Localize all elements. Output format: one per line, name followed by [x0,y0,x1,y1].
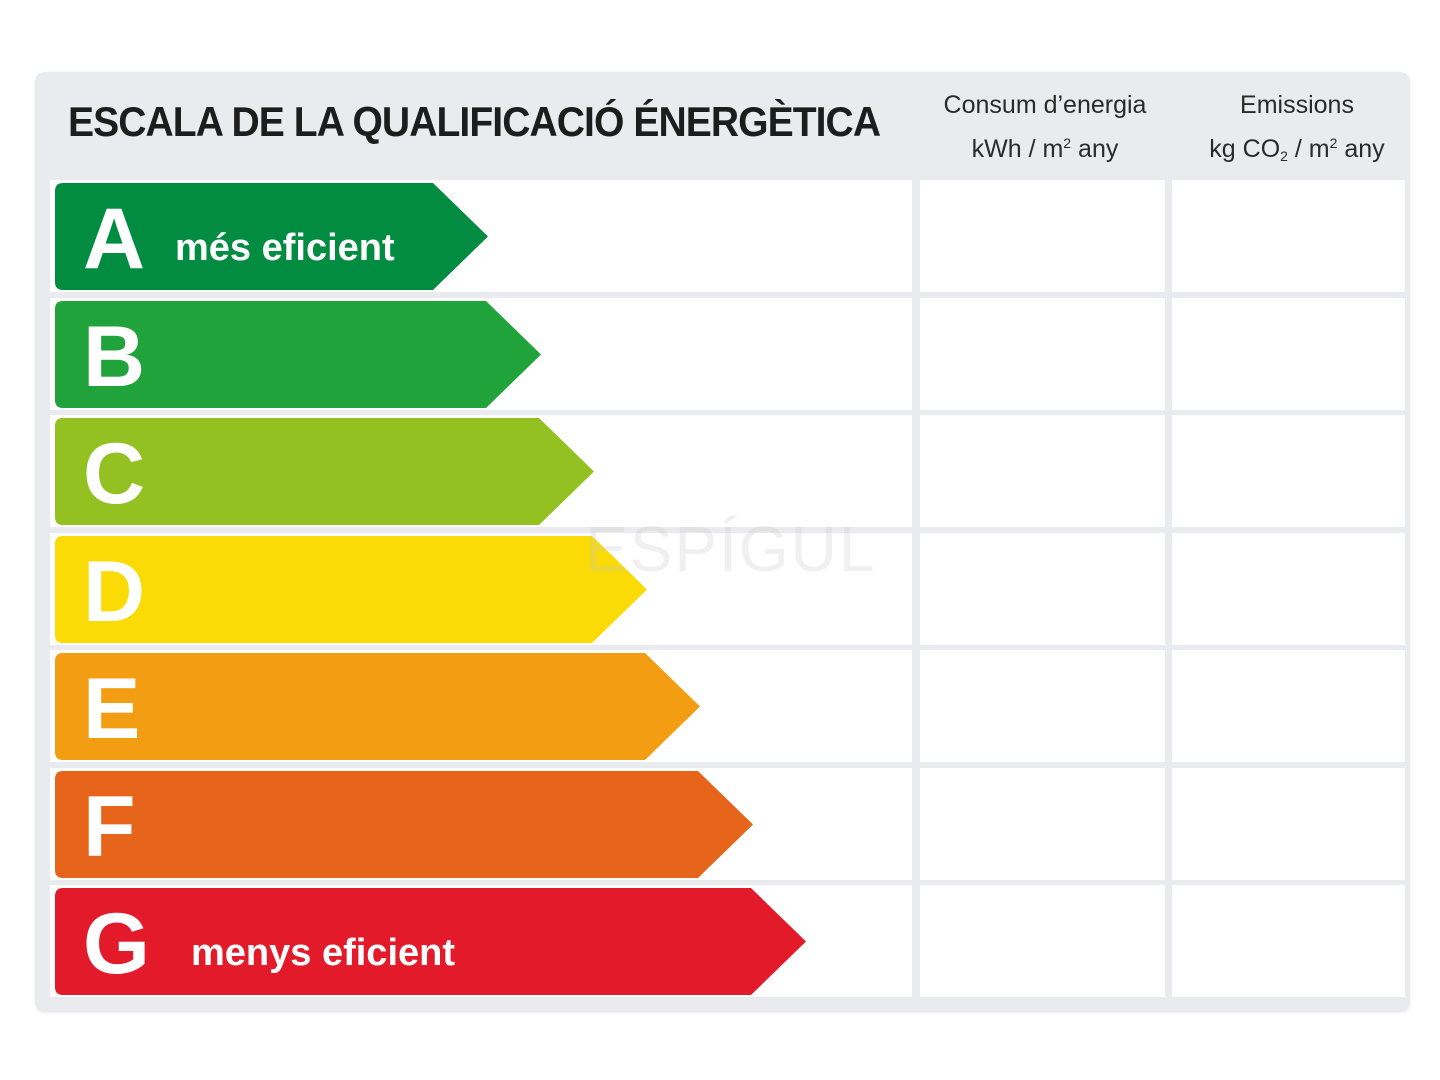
rating-letter: A [83,191,146,287]
energy-consumption-header: Consum d’energia kWh / m2 any [920,86,1170,168]
emissions-value-cell [1172,180,1405,292]
watermark: ESPÍGUL [585,513,877,585]
energy-value-cell [920,297,1165,410]
rating-arrow-shape [55,183,488,290]
emissions-header-line2: kg CO2 / m2 any [1209,135,1385,164]
rating-label: menys eficient [191,932,455,974]
energy-value-cell [920,767,1165,880]
energy-value-cell [920,885,1165,997]
emissions-header: Emissions kg CO2 / m2 any [1172,86,1422,175]
page-title: ESCALA DE LA QUALIFICACIÓ ÉNERGÈTICA [68,98,881,145]
rating-bar-b: B [55,300,541,408]
rating-bar-e: E [55,653,700,760]
emissions-value-cell [1172,650,1405,762]
energy-header-line2: kWh / m2 any [971,135,1119,163]
rating-letter: F [83,778,136,875]
rating-bar-c: C [55,418,594,525]
rating-bar-d: D [55,535,647,643]
emissions-value-cell [1172,532,1405,645]
rating-letter: E [83,661,141,757]
rating-arrow-shape [55,418,594,525]
rating-letter: C [83,426,146,522]
rating-arrow-shape [55,770,753,878]
emissions-value-cell [1172,415,1405,527]
rating-letter: B [83,308,146,405]
energy-header-line1: Consum d’energia [943,91,1147,119]
energy-value-cell [920,532,1165,645]
energy-value-cell [920,180,1165,292]
emissions-value-cell [1172,767,1405,880]
rating-letter: D [83,543,146,640]
rating-arrow-shape [55,888,806,995]
rating-arrow-shape [55,535,647,643]
energy-value-cell [920,650,1165,762]
rating-letter: G [83,896,150,992]
emissions-value-cell [1172,297,1405,410]
emissions-value-cell [1172,885,1405,997]
rating-arrow-shape [55,653,700,760]
emissions-header-line1: Emissions [1240,91,1354,119]
rating-bar-f: F [55,770,753,878]
rating-label: més eficient [175,227,395,269]
rating-arrow-shape [55,300,541,408]
energy-value-cell [920,415,1165,527]
